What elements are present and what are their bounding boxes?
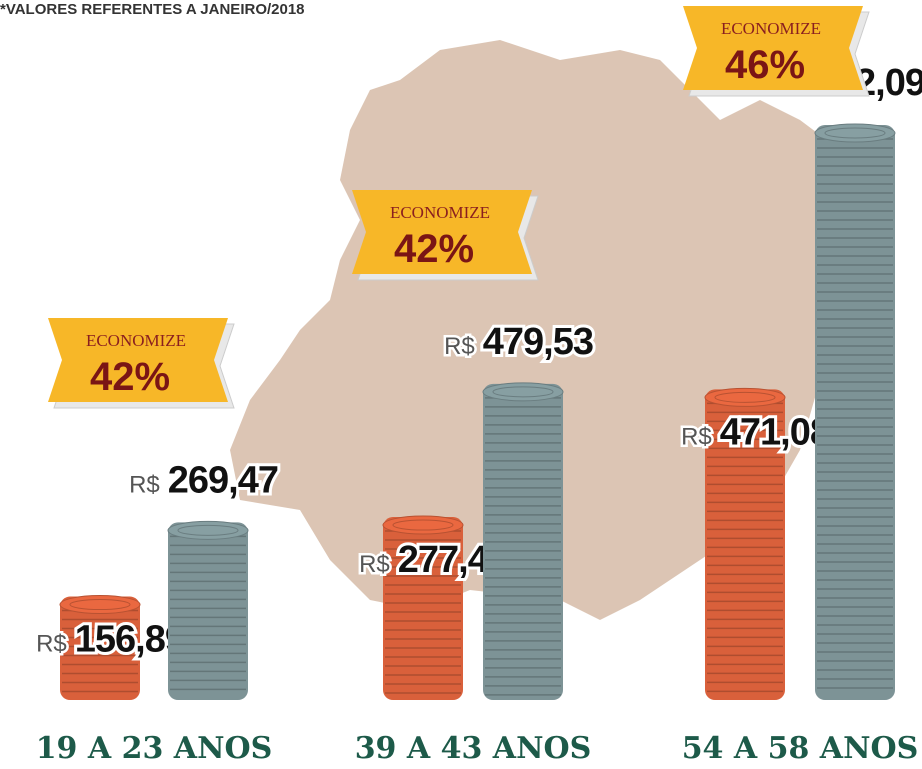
coin-stack [383,517,463,700]
map-background [230,40,860,620]
currency-label: R$ [36,631,67,658]
note: *VALORES REFERENTES A JANEIRO/2018 [0,1,305,18]
value-label: 479,53 [483,321,593,363]
badge-title: ECONOMIZE [721,19,821,38]
value-label: 269,47 [168,459,278,501]
coin-face [392,519,454,531]
category-label: 54 A 58 ANOS [682,731,919,766]
coin-top [704,387,786,407]
badge-value: 42% [90,355,170,399]
coin-top [482,382,564,402]
coin-face [714,391,776,403]
badge [352,190,532,274]
coin-face [69,599,131,611]
currency-label: R$ [681,423,712,450]
currency-label: R$ [129,471,160,498]
badge-value: 42% [394,227,474,271]
currency-label: R$ [359,551,390,578]
coin-stack [168,522,248,700]
badge [683,6,863,90]
coin-face [177,524,239,536]
coin-stack [815,125,895,700]
coin-top [167,520,249,540]
coin-face [492,386,554,398]
badge-value: 46% [725,43,805,87]
currency-label: R$ [444,333,475,360]
coin-face [824,127,886,139]
category-label: 39 A 43 ANOS [355,731,592,766]
category-label: 19 A 23 ANOS [36,731,273,766]
coin-top [59,595,141,615]
badge-title: ECONOMIZE [390,203,490,222]
coin-top [382,515,464,535]
badge [48,318,228,402]
coin-top [814,123,896,143]
badge-title: ECONOMIZE [86,331,186,350]
value-label: 471,08 [720,411,830,453]
